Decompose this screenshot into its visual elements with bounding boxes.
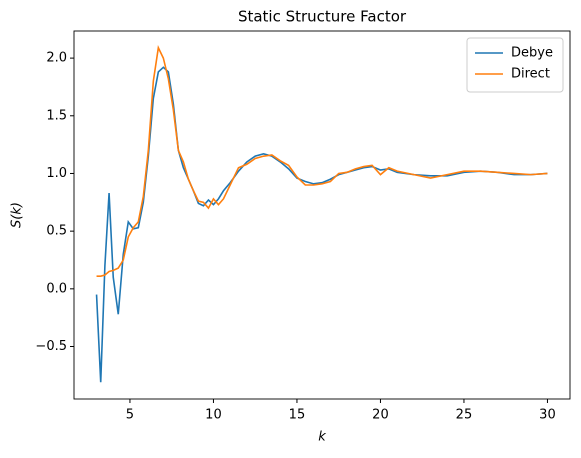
x-tick-label: 25 [456, 408, 473, 423]
x-tick-label: 20 [372, 408, 389, 423]
x-tick-label: 15 [289, 408, 306, 423]
axes-frame [73, 30, 571, 400]
x-tick-label: 30 [539, 408, 556, 423]
x-axis-label: k [318, 430, 326, 445]
y-tick-label: 1.5 [46, 108, 67, 123]
chart-title: Static Structure Factor [238, 8, 407, 26]
y-tick-label: −0.5 [35, 339, 67, 354]
y-tick-label: 0.0 [46, 281, 67, 296]
y-tick-label: 2.0 [46, 51, 67, 66]
y-tick-label: 1.0 [46, 166, 67, 181]
legend-label: Direct [511, 67, 550, 82]
legend-label: Debye [511, 46, 553, 61]
x-tick-label: 5 [126, 408, 134, 423]
x-tick-label: 10 [205, 408, 222, 423]
data-line [96, 45, 548, 277]
data-line [95, 66, 548, 383]
legend-box [466, 37, 564, 93]
y-tick-label: 0.5 [46, 224, 67, 239]
y-axis-label: S(k) [10, 202, 25, 228]
